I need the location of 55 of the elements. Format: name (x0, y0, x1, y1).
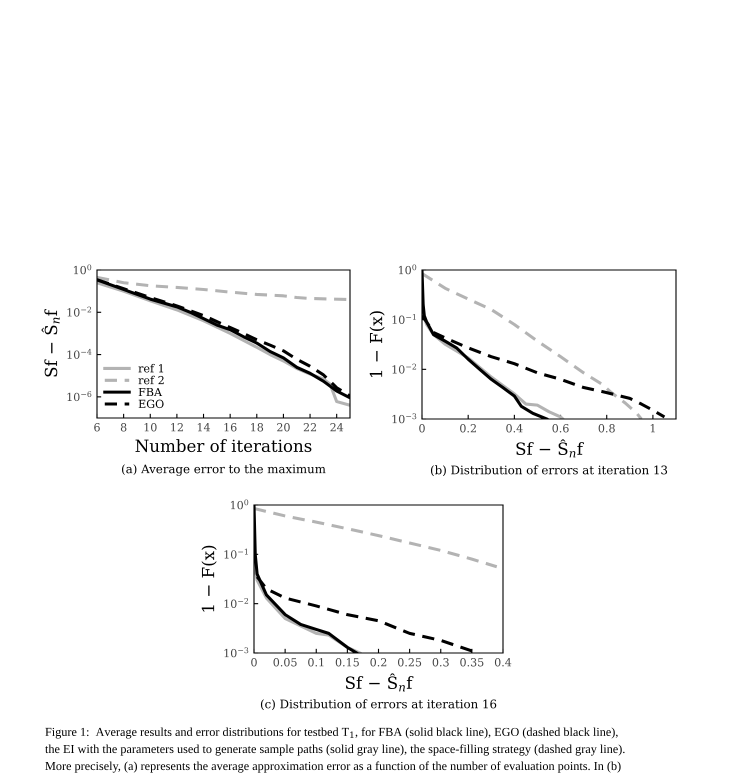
y-tick-label: 10$^{−4}$ (67, 348, 92, 359)
x-tick-label: 0.1 (308, 658, 324, 666)
y-tick-label: 10$^{−6}$ (67, 391, 92, 402)
y-tick-label: 10$^{−2}$ (67, 306, 92, 317)
x-tick-label: 0 (251, 658, 257, 666)
x-tick-label: 0.4 (494, 658, 512, 666)
x-tick-label: 16 (224, 423, 237, 432)
text: the EI with the parameters used to generate sample paths (solid gray line), the space-filling strategy (dashed gray line). (45, 744, 625, 756)
y-axis-title: Sf − Ŝ$_{n}$f (42, 309, 60, 377)
y-tick-label: 10$^{−1}$ (224, 548, 248, 559)
y-tick-label: 10$^{0}$ (74, 264, 92, 274)
x-tick-label: 0.25 (398, 658, 422, 666)
x-tick-label: 10 (144, 423, 157, 432)
x-tick-label: 14 (198, 423, 210, 432)
legend-label: ref 1 (138, 364, 164, 372)
x-tick-label: 6 (94, 423, 100, 432)
x-tick-label: 20 (277, 423, 290, 432)
y-tick-label: 10$^{−3}$ (392, 413, 416, 424)
legend-label: EGO (138, 400, 164, 408)
x-tick-label: 0.15 (336, 658, 359, 666)
y-tick-label: 10$^{0}$ (230, 499, 248, 510)
y-tick-label: 10$^{−2}$ (392, 364, 416, 374)
x-tick-label: 0.3 (432, 658, 449, 666)
x-tick-label: 0.4 (506, 424, 523, 432)
x-tick-label: 18 (251, 423, 264, 432)
x-axis-title: Sf − Ŝ$_{n}$f (516, 439, 584, 458)
y-tick-label: 10$^{0}$ (398, 264, 416, 274)
text: More precisely, (a) represents the average approximation error as a function of the number of evaluation points. In (b) (45, 761, 621, 773)
x-tick-label: 0.35 (460, 658, 484, 666)
x-tick-label: 12 (171, 423, 183, 432)
caption: Figure 1: Average results and error distributions for testbed T$_{1}$, for FBA (solid black line), EGO (dashed black line), (45, 727, 618, 739)
legend-label: FBA (138, 388, 162, 396)
x-tick-label: 0.6 (552, 424, 569, 432)
x-axis-title: Number of iterations (136, 439, 312, 452)
text: (c) Distribution of errors at iteration 16 (260, 699, 496, 710)
line-series (254, 506, 498, 568)
text: (b) Distribution of errors at iteration 13 (430, 465, 668, 476)
y-axis-title: 1 − F(x) (201, 546, 217, 612)
y-axis-title: 1 − F(x) (369, 311, 385, 378)
y-tick-label: 10$^{−1}$ (392, 314, 416, 324)
x-tick-label: 8 (120, 423, 126, 432)
text: (a) Average error to the maximum (122, 464, 326, 476)
x-axis-title: Sf − Ŝ$_{n}$f (346, 673, 414, 692)
y-tick-label: 10$^{−2}$ (224, 598, 248, 608)
line-series (422, 272, 643, 419)
x-tick-label: 0 (419, 424, 425, 432)
legend-label: ref 2 (138, 376, 164, 384)
x-tick-label: 22 (304, 423, 316, 432)
x-tick-label: 0.8 (598, 424, 615, 432)
x-tick-label: 1 (650, 424, 655, 432)
x-tick-label: 0.05 (273, 658, 297, 666)
x-tick-label: 0.2 (460, 424, 476, 432)
y-tick-label: 10$^{−3}$ (224, 647, 248, 658)
x-tick-label: 24 (330, 423, 344, 432)
x-tick-label: 0.2 (370, 658, 386, 666)
